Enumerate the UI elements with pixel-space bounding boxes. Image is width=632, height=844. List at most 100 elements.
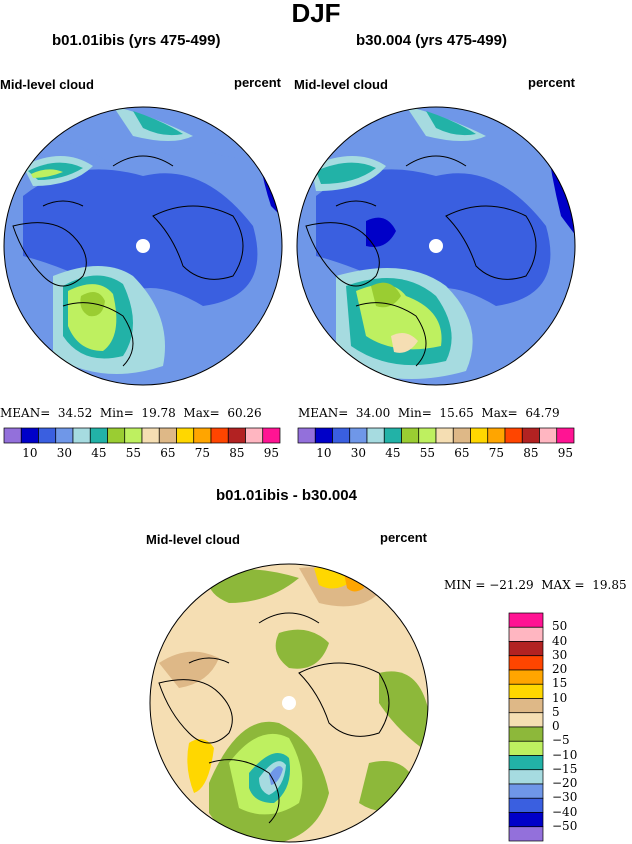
colorbar-swatch (435, 427, 454, 444)
colorbar-tick-label: 40 (552, 633, 568, 648)
colorbar-swatch (89, 427, 108, 444)
colorbar-swatch (297, 427, 316, 444)
colorbar-tick-label: 85 (523, 446, 539, 460)
colorbar-swatch (508, 769, 544, 785)
colorbar-swatch (508, 812, 544, 828)
colorbar-swatch (38, 427, 57, 444)
colorbar-tick-label: 65 (454, 446, 470, 460)
diff-units-label: percent (380, 530, 427, 545)
colorbar-swatch (452, 427, 471, 444)
colorbar-swatch (124, 427, 143, 444)
colorbar-swatch (366, 427, 385, 444)
panel1-variable-label: Mid-level cloud (0, 77, 94, 92)
colorbar-swatch (508, 669, 544, 685)
panel2-mean: MEAN= 34.00 (298, 406, 391, 420)
colorbar-tick-label: 55 (419, 446, 436, 460)
colorbar-swatch (262, 427, 281, 444)
colorbar-swatch (55, 427, 74, 444)
colorbar-swatch (508, 726, 544, 742)
panel2-stats: MEAN= 34.00 Min= 15.65 Max= 64.79 (298, 406, 560, 420)
colorbar-tick-label: 10 (22, 446, 38, 460)
polar-map-1 (3, 106, 283, 386)
colorbar-tick-label: −30 (552, 790, 578, 805)
colorbar-swatch (521, 427, 540, 444)
colorbar-panel1-ticks: 10 30 45 55 65 75 85 95 (4, 446, 280, 462)
colorbar-tick-label: 30 (350, 446, 367, 460)
colorbar-swatch (20, 427, 39, 444)
colorbar-tick-label: 15 (552, 676, 568, 691)
colorbar-swatch (508, 740, 544, 756)
colorbar-swatch (401, 427, 420, 444)
colorbar-tick-label: −20 (552, 776, 578, 790)
colorbar-tick-label: 20 (552, 662, 568, 676)
colorbar-swatch (508, 641, 544, 657)
colorbar-swatch (508, 612, 544, 628)
colorbar-swatch (508, 698, 544, 714)
colorbar-tick-label: 45 (385, 446, 401, 460)
panel1-max: Max= 60.26 (183, 406, 262, 420)
colorbar-tick-label: 95 (263, 446, 280, 460)
colorbar-difference (508, 612, 544, 842)
panel2-units-label: percent (528, 75, 575, 90)
colorbar-tick-label: 55 (125, 446, 142, 460)
polar-map-difference (149, 563, 429, 843)
diff-variable-label: Mid-level cloud (146, 532, 240, 547)
colorbar-tick-label: −15 (552, 761, 578, 776)
panel2-min: Min= 15.65 (397, 406, 474, 420)
colorbar-swatch (508, 626, 544, 642)
colorbar-swatch (418, 427, 437, 444)
colorbar-tick-label: 50 (552, 619, 568, 634)
colorbar-swatch (176, 427, 195, 444)
colorbar-tick-label: 75 (488, 446, 505, 460)
colorbar-swatch (332, 427, 351, 444)
polar-map-2 (296, 106, 576, 386)
colorbar-swatch (314, 427, 333, 444)
colorbar-swatch (3, 427, 22, 444)
colorbar-tick-label: 10 (316, 446, 332, 460)
panel1-units-label: percent (234, 75, 281, 90)
colorbar-swatch (107, 427, 126, 444)
colorbar-swatch (245, 427, 264, 444)
colorbar-swatch (193, 427, 212, 444)
colorbar-tick-label: −5 (552, 733, 570, 748)
colorbar-panel1 (3, 427, 281, 444)
colorbar-tick-label: −10 (552, 747, 578, 762)
colorbar-tick-label: 95 (557, 446, 574, 460)
colorbar-tick-label: 85 (229, 446, 245, 460)
colorbar-swatch (504, 427, 523, 444)
panel2-max: Max= 64.79 (481, 406, 560, 420)
colorbar-swatch (487, 427, 506, 444)
colorbar-tick-label: 30 (56, 446, 73, 460)
diff-panel-title: b01.01ibis - b30.004 (216, 487, 357, 504)
colorbar-tick-label: 0 (552, 719, 560, 733)
colorbar-swatch (141, 427, 160, 444)
colorbar-tick-label: −50 (552, 818, 578, 833)
colorbar-swatch (508, 797, 544, 813)
colorbar-tick-label: 75 (194, 446, 211, 460)
colorbar-swatch (508, 655, 544, 671)
colorbar-swatch (508, 683, 544, 699)
colorbar-swatch (539, 427, 558, 444)
colorbar-swatch (210, 427, 229, 444)
panel1-mean: MEAN= 34.52 (0, 406, 93, 420)
panel1-title: b01.01ibis (yrs 475-499) (52, 32, 221, 49)
colorbar-swatch (227, 427, 246, 444)
figure-title: DJF (291, 0, 341, 28)
colorbar-tick-label: 30 (552, 647, 568, 662)
colorbar-swatch (508, 783, 544, 799)
colorbar-tick-label: 65 (160, 446, 176, 460)
panel1-min: Min= 19.78 (99, 406, 176, 420)
colorbar-swatch (383, 427, 402, 444)
panel2-variable-label: Mid-level cloud (294, 77, 388, 92)
colorbar-difference-ticks: 50 40 30 20 15 10 5 0 −5 −10 −15 −20 −30 −40 −50 (552, 613, 612, 841)
colorbar-swatch (470, 427, 489, 444)
colorbar-panel2 (297, 427, 575, 444)
colorbar-tick-label: 45 (91, 446, 107, 460)
colorbar-swatch (349, 427, 368, 444)
colorbar-swatch (508, 826, 544, 842)
panel1-stats: MEAN= 34.52 Min= 19.78 Max= 60.26 (0, 406, 262, 420)
colorbar-panel2-ticks: 10 30 45 55 65 75 85 95 (298, 446, 574, 462)
diff-minmax: MIN = −21.29 MAX = 19.85 (444, 578, 627, 592)
colorbar-swatch (158, 427, 177, 444)
colorbar-swatch (72, 427, 91, 444)
